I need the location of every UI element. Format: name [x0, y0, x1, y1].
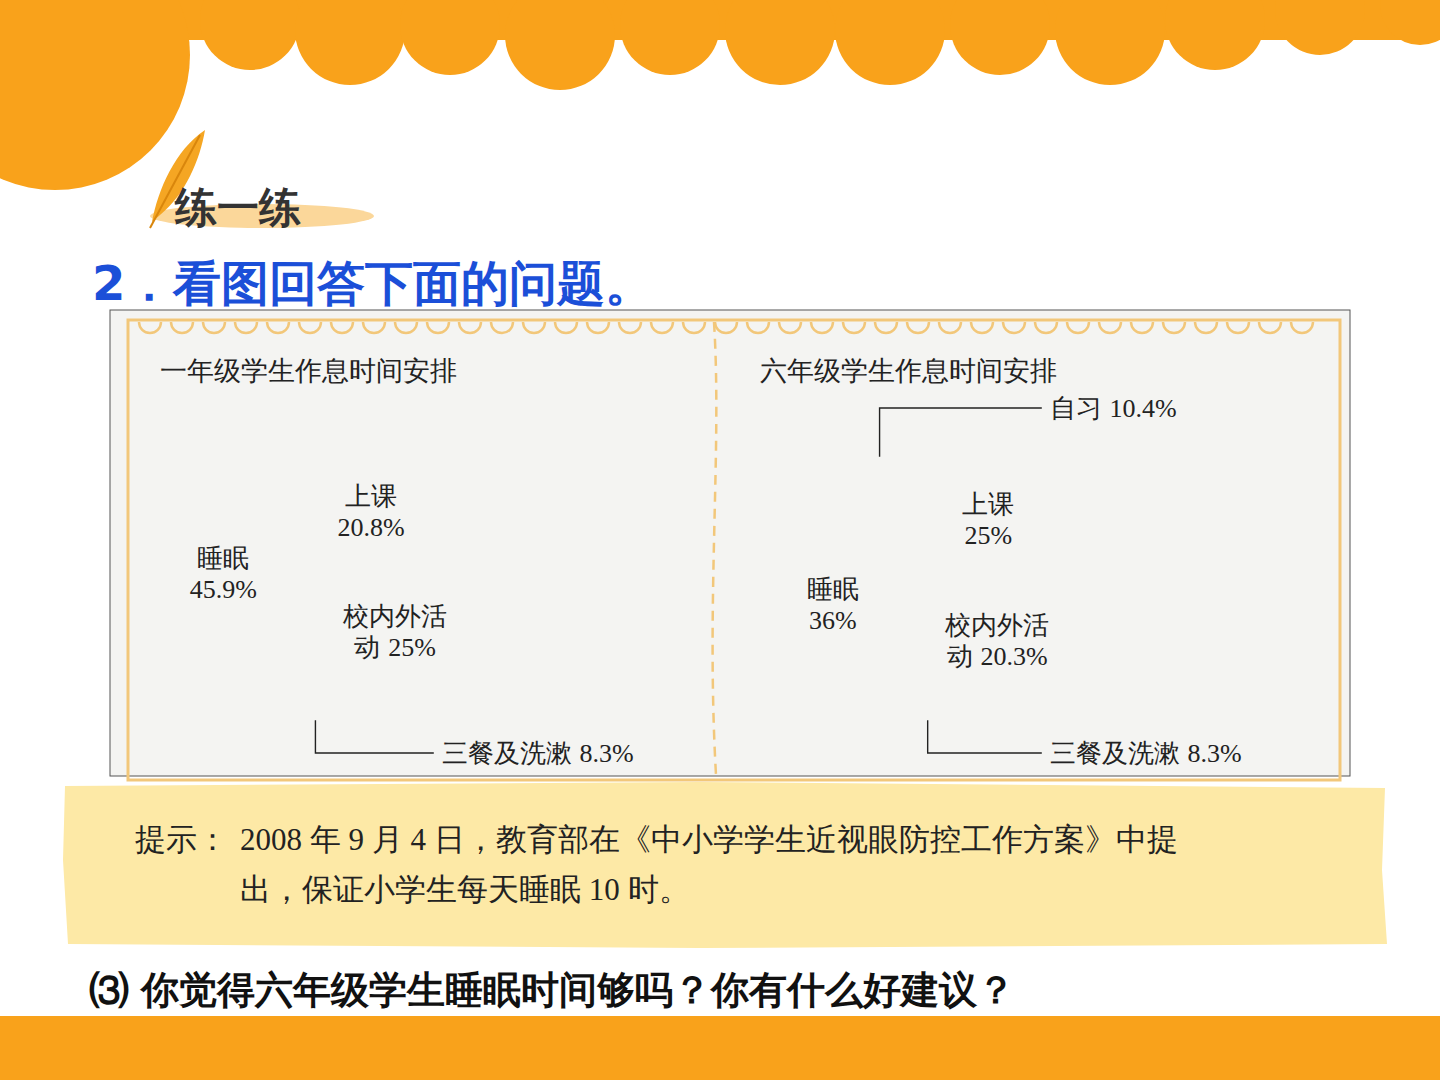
- panel-scallops: [139, 322, 1313, 333]
- panel-divider: [713, 322, 717, 775]
- cloud-bump: [725, 0, 835, 85]
- slice-value: 10.4%: [1110, 394, 1177, 423]
- question-title: 2．看图回答下面的问题。: [92, 255, 653, 311]
- slice-value: 25%: [388, 633, 436, 662]
- page: 练一练2．看图回答下面的问题。一年级学生作息时间安排上课20.8%校内外活动25…: [0, 0, 1440, 1080]
- chart-title: 六年级学生作息时间安排: [760, 356, 1057, 386]
- slice-label: 睡眠45.9%: [190, 544, 257, 604]
- cloud-bump: [1275, 0, 1365, 55]
- cloud-bump: [950, 0, 1050, 75]
- slice-label: 三餐及洗漱 8.3%: [442, 739, 634, 768]
- slice-value: 36%: [809, 606, 857, 635]
- slice-value: 20.3%: [981, 642, 1048, 671]
- slice-name: 校内外活: [342, 602, 447, 631]
- cloud-bump: [1380, 0, 1440, 45]
- slice-name: 上课: [962, 490, 1014, 519]
- corner-cloud: [0, 0, 190, 190]
- leader-line: [880, 408, 1042, 457]
- slice-name: 校内外活: [944, 611, 1049, 640]
- chart-panel: [110, 310, 1350, 780]
- cloud-bump: [835, 0, 945, 85]
- slice-value: 20.8%: [338, 513, 405, 542]
- slice-name: 动: [354, 633, 380, 662]
- hint-line: 2008 年 9 月 4 日，教育部在《中小学学生近视眼防控工作方案》中提: [240, 822, 1178, 857]
- slice-name: 三餐及洗漱: [442, 739, 572, 768]
- slice-label: 校内外活动 25%: [342, 602, 447, 662]
- leader-line: [315, 720, 433, 753]
- section-title: 练一练: [174, 183, 301, 232]
- pie-chart: 六年级学生作息时间安排上课25% 校内外活动 20.3% 三餐及洗漱 8.3% 睡眠36%…: [758, 356, 1242, 768]
- slice-label: 三餐及洗漱 8.3%: [1050, 739, 1242, 768]
- cloud-bump: [200, 0, 300, 70]
- chart-title: 一年级学生作息时间安排: [160, 356, 457, 386]
- slice-label: 上课25%: [962, 490, 1014, 550]
- data-labels: 上课20.8% 校内外活动 25% 三餐及洗漱 8.3% 睡眠45.9%: [190, 482, 634, 767]
- slice-name: 睡眠: [807, 575, 859, 604]
- cloud-bump: [620, 0, 720, 75]
- slice-value: 8.3%: [580, 739, 634, 768]
- slice-label: 睡眠36%: [807, 575, 859, 635]
- slice-name: 三餐及洗漱: [1050, 739, 1180, 768]
- slice-name: 睡眠: [197, 544, 249, 573]
- hint-background: [63, 782, 1387, 948]
- slice-label: 自习 10.4%: [1050, 394, 1177, 423]
- slice-name: 上课: [345, 482, 397, 511]
- cloud-bump: [505, 0, 615, 90]
- slice-name: 自习: [1050, 394, 1102, 423]
- hint-line: 出，保证小学生每天睡眠 10 时。: [240, 872, 690, 907]
- slice-name: 动: [947, 642, 973, 671]
- leader-line: [928, 720, 1042, 753]
- sub-question: ⑶ 你觉得六年级学生睡眠时间够吗？你有什么好建议？: [89, 968, 1015, 1012]
- panel-frame: [110, 310, 1350, 776]
- cloud-bump: [1055, 0, 1165, 85]
- panel-inner-frame: [128, 320, 1340, 780]
- slice-label: 上课20.8%: [338, 482, 405, 542]
- pie-chart: 一年级学生作息时间安排上课20.8% 校内外活动 25% 三餐及洗漱 8.3% 睡眠45.…: [150, 356, 634, 768]
- hint-label: 提示：: [135, 822, 228, 857]
- slice-label: 校内外活动 20.3%: [944, 611, 1049, 671]
- slice-value: 25%: [965, 521, 1013, 550]
- cloud-bump: [1165, 0, 1265, 70]
- slice-value: 45.9%: [190, 575, 257, 604]
- hint-box: 提示： 2008 年 9 月 4 日，教育部在《中小学学生近视眼防控工作方案》中提…: [63, 782, 1387, 948]
- slice-value: 8.3%: [1188, 739, 1242, 768]
- decoration: [0, 0, 1440, 1080]
- cloud-bump: [400, 0, 500, 75]
- bottom-band: [0, 1016, 1440, 1080]
- cloud-bump: [295, 0, 405, 85]
- data-labels: 上课25% 校内外活动 20.3% 三餐及洗漱 8.3% 睡眠36% 自习 10.4%: [807, 394, 1242, 768]
